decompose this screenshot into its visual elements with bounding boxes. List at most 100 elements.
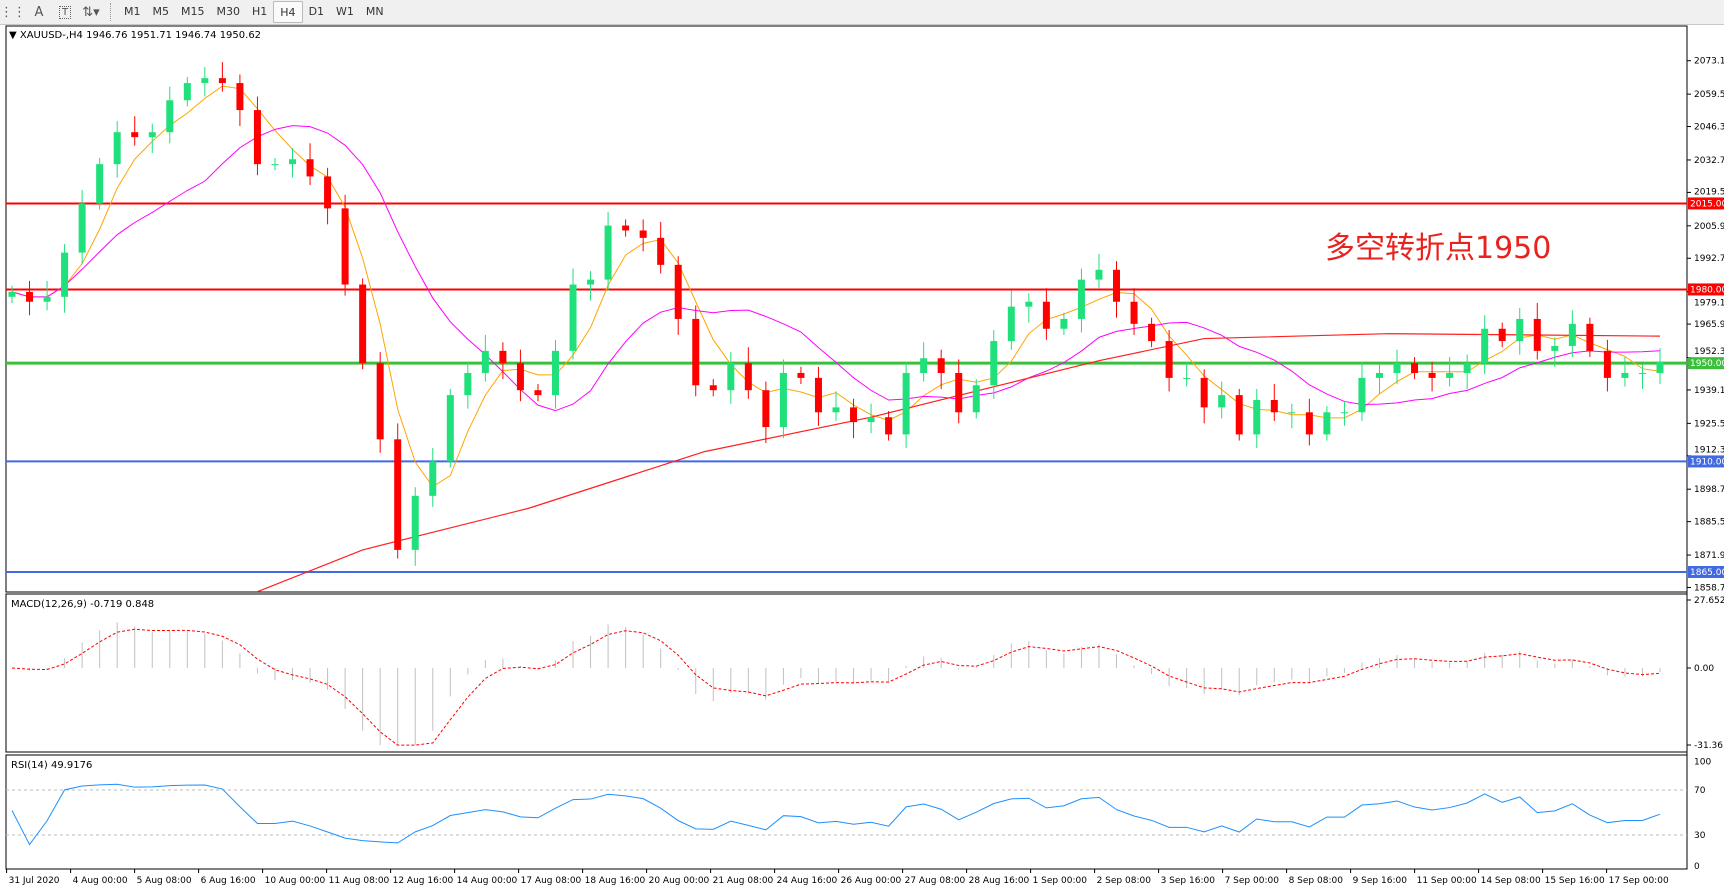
rsi-axis-label: 100 xyxy=(1694,757,1711,767)
rsi-axis-label: 0 xyxy=(1694,862,1700,872)
level-price-badge xyxy=(1688,566,1724,579)
candle-body xyxy=(622,225,630,231)
level-price-label: 2015.00 xyxy=(1690,199,1724,209)
candle-body xyxy=(867,417,875,423)
time-axis-label: 1 Sep 00:00 xyxy=(1033,876,1088,886)
text-label-icon[interactable]: T xyxy=(52,1,78,23)
time-axis-label: 8 Sep 08:00 xyxy=(1289,876,1344,886)
text-icon[interactable]: A xyxy=(34,4,44,20)
price-tick-label: 2032.70 xyxy=(1694,156,1724,166)
rsi-line xyxy=(11,783,1661,846)
timeframe-mn[interactable]: MN xyxy=(365,4,384,18)
annotation-text: 多空转折点1950 xyxy=(1325,231,1551,266)
candle-body xyxy=(516,363,524,391)
rsi-axis-label: 70 xyxy=(1694,786,1706,796)
level-price-label: 1910.00 xyxy=(1690,457,1724,467)
candle-body xyxy=(96,164,104,204)
candle-body xyxy=(797,372,805,378)
candle-body xyxy=(218,78,226,84)
time-axis-label: 14 Aug 00:00 xyxy=(457,876,518,886)
timeframe-m5[interactable]: M5 xyxy=(152,4,170,18)
timeframe-h1[interactable]: H1 xyxy=(252,4,268,18)
chart-header: ▼ XAUUSD-,H4 1946.76 1951.71 1946.74 195… xyxy=(9,30,261,41)
macd-axis-label: -31.361 xyxy=(1694,741,1724,751)
time-axis-label: 15 Sep 16:00 xyxy=(1545,876,1605,886)
time-axis-label: 12 Aug 16:00 xyxy=(393,876,454,886)
candle-body xyxy=(1218,395,1226,408)
candle-body xyxy=(1516,318,1524,342)
candle-body xyxy=(341,208,349,285)
candle-body xyxy=(1042,301,1050,329)
candle-body xyxy=(148,132,156,138)
time-axis-label: 26 Aug 00:00 xyxy=(841,876,902,886)
candle-body xyxy=(674,264,682,319)
time-axis-label: 5 Aug 08:00 xyxy=(137,876,192,886)
time-axis-label: 3 Sep 16:00 xyxy=(1161,876,1216,886)
price-tick-label: 1952.30 xyxy=(1694,347,1724,357)
candle-body xyxy=(394,439,402,550)
candle-body xyxy=(1130,301,1138,324)
timeframe-m15[interactable]: M15 xyxy=(181,4,205,18)
candle-body xyxy=(131,132,139,138)
candle-body xyxy=(446,395,454,462)
timeframe-m30[interactable]: M30 xyxy=(216,4,241,18)
time-axis-label: 27 Aug 08:00 xyxy=(905,876,966,886)
macd-axis-label: 0.00 xyxy=(1694,664,1714,674)
candle-body xyxy=(1603,350,1611,378)
timeframe-d1[interactable]: D1 xyxy=(308,4,325,18)
price-tick-label: 2019.50 xyxy=(1694,187,1724,197)
macd-axis-label: 27.652 xyxy=(1694,596,1724,606)
candle-body xyxy=(587,279,595,285)
price-tick-label: 1979.10 xyxy=(1694,298,1724,308)
candle-body xyxy=(1200,377,1208,408)
toolbar: ⋮⋮ A T ⇅▾ M1 M5 M15 M30 H1 H4 D1 W1 MN xyxy=(0,0,1724,25)
level-price-label: 1865.00 xyxy=(1690,568,1724,578)
candle-body xyxy=(324,176,332,209)
macd-signal-line xyxy=(11,628,1661,746)
timeframe-m1[interactable]: M1 xyxy=(124,4,141,18)
candle-body xyxy=(481,350,489,373)
candle-body xyxy=(1393,363,1401,373)
candle-body xyxy=(779,372,787,428)
timeframe-group: M1 M5 M15 M30 H1 H4 D1 W1 MN xyxy=(118,1,390,23)
candle-body xyxy=(1358,377,1366,413)
timeframe-h4[interactable]: H4 xyxy=(273,1,303,23)
candle-body xyxy=(709,385,717,391)
time-axis-label: 6 Aug 16:00 xyxy=(201,876,256,886)
candle-body xyxy=(376,363,384,440)
macd-title: MACD(12,26,9) -0.719 0.848 xyxy=(11,599,154,610)
time-axis-label: 2 Sep 08:00 xyxy=(1097,876,1152,886)
candle-body xyxy=(744,363,752,391)
candle-body xyxy=(1551,345,1559,351)
candle-body xyxy=(359,284,367,364)
candle-body xyxy=(1323,412,1331,435)
candle-body xyxy=(1007,306,1015,342)
time-axis-label: 31 Jul 2020 xyxy=(9,876,60,886)
price-tick-label: 1885.50 xyxy=(1694,518,1724,528)
candle-body xyxy=(1165,341,1173,378)
price-tick-label: 1912.30 xyxy=(1694,445,1724,455)
candle-body xyxy=(236,83,244,111)
candle-body xyxy=(201,78,209,84)
level-price-badge xyxy=(1688,283,1724,296)
candle-body xyxy=(814,377,822,413)
toolbar-separator xyxy=(110,3,112,21)
time-axis-label: 9 Sep 16:00 xyxy=(1353,876,1408,886)
time-axis-label: 11 Aug 08:00 xyxy=(329,876,390,886)
arrows-icon[interactable]: ⇅▾ xyxy=(82,4,100,20)
ma-mid-line xyxy=(11,125,1661,412)
candle-body xyxy=(61,252,69,297)
price-tick-label: 1898.70 xyxy=(1694,485,1724,495)
price-tick-label: 1965.90 xyxy=(1694,320,1724,330)
candle-body xyxy=(972,385,980,413)
price-tick-label: 1925.50 xyxy=(1694,419,1724,429)
price-tick-label: 2059.50 xyxy=(1694,90,1724,100)
candle-body xyxy=(920,358,928,373)
period-separators-icon[interactable]: ⋮⋮ xyxy=(0,4,26,20)
time-axis-label: 11 Sep 00:00 xyxy=(1417,876,1477,886)
candle-body xyxy=(26,291,34,302)
price-tick-label: 2073.10 xyxy=(1694,57,1724,67)
timeframe-w1[interactable]: W1 xyxy=(336,4,354,18)
candle-body xyxy=(464,372,472,396)
